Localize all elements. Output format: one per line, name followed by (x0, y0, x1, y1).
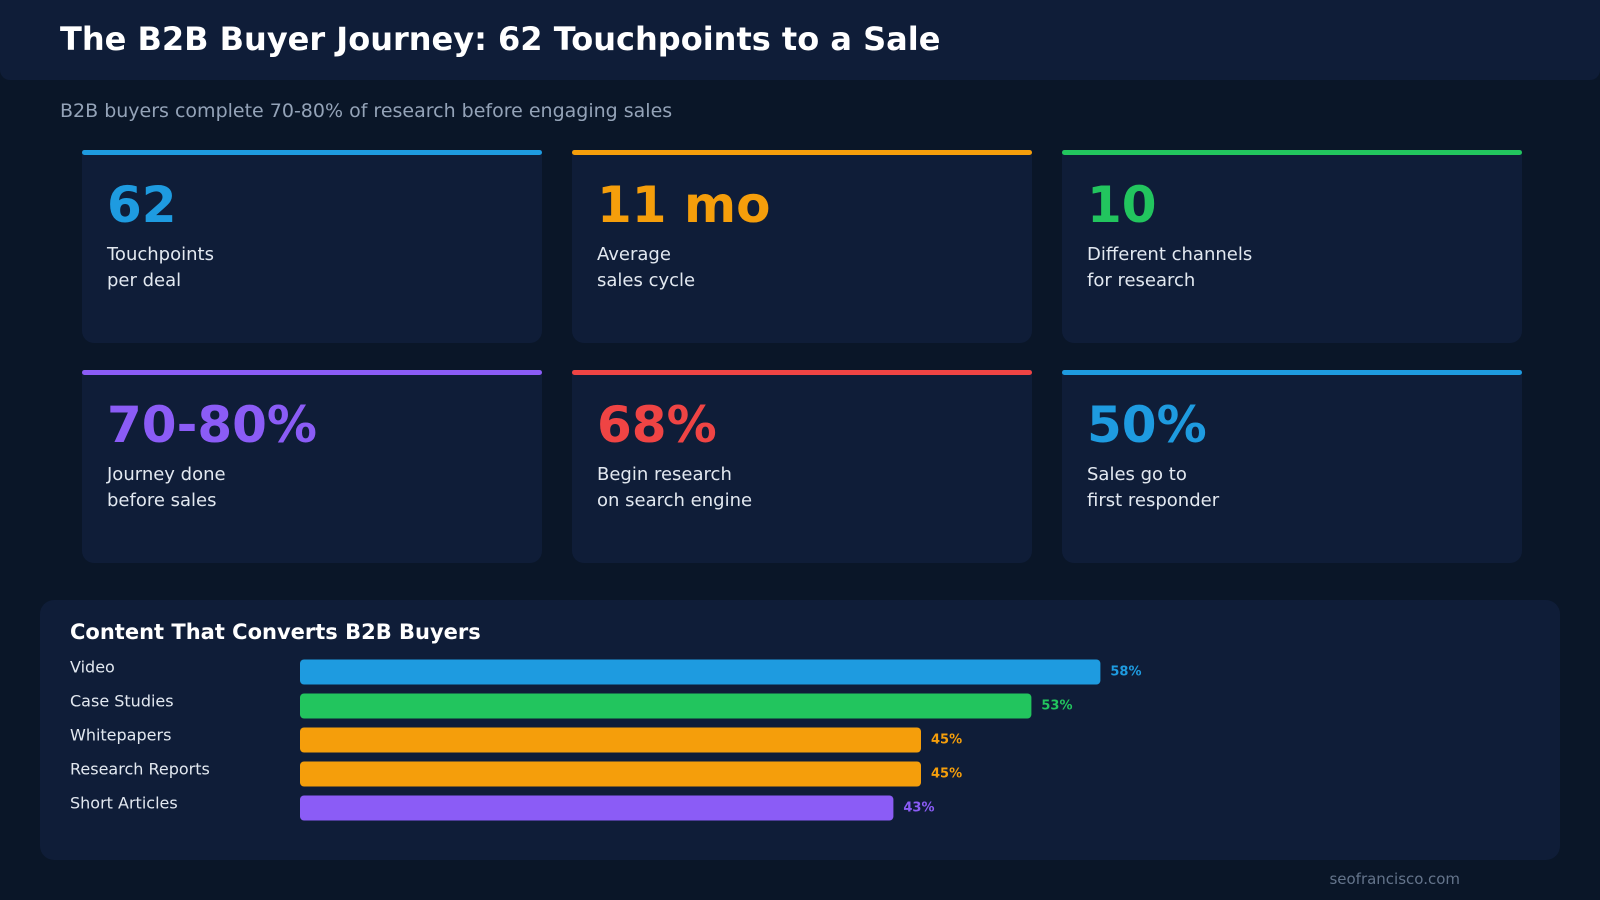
stat-label-line: sales cycle (597, 270, 696, 291)
stat-value: 68% (597, 396, 717, 454)
card-accent (1062, 370, 1522, 375)
stat-label-line: Different channels (1087, 244, 1253, 265)
stat-label-line: Touchpoints (107, 244, 214, 265)
bar (300, 727, 921, 753)
stat-value: 10 (1087, 176, 1157, 234)
chart-panel: Content That Converts B2B Buyers Video 58… (40, 600, 1560, 860)
chart: Content That Converts B2B Buyers Video 58… (70, 620, 1142, 821)
chart-title: Content That Converts B2B Buyers (70, 620, 481, 644)
stat-label: Begin research on search engine (597, 462, 752, 514)
stat-card: 11 mo Average sales cycle (572, 150, 1032, 343)
stat-label: Journey done before sales (107, 462, 226, 514)
stat-card: 68% Begin research on search engine (572, 370, 1032, 563)
stat-label: Touchpoints per deal (107, 242, 214, 294)
card-accent (1062, 150, 1522, 155)
bar (300, 761, 921, 787)
stat-label-line: Begin research (597, 464, 732, 485)
stat-label-line: Sales go to (1087, 464, 1187, 485)
page-title: The B2B Buyer Journey: 62 Touchpoints to… (60, 20, 941, 58)
source: seofrancisco.com (1329, 870, 1460, 888)
stat-card: 62 Touchpoints per deal (82, 150, 542, 343)
value-label: 58% (1110, 665, 1141, 680)
bar (300, 795, 894, 821)
stat-label: Different channels for research (1087, 242, 1252, 294)
category-label: Video (70, 658, 115, 677)
value-label: 43% (903, 801, 934, 816)
subtitle: B2B buyers complete 70-80% of research b… (60, 100, 673, 122)
category-label: Whitepapers (70, 726, 171, 745)
card-accent (572, 150, 1032, 155)
category-label: Research Reports (70, 760, 210, 779)
stat-card: 50% Sales go to first responder (1062, 370, 1522, 563)
stat-label-line: per deal (107, 270, 182, 291)
category-label: Short Articles (70, 794, 178, 813)
stat-value: 50% (1087, 396, 1207, 454)
category-label: Case Studies (70, 692, 174, 711)
stat-label: Average sales cycle (597, 242, 695, 294)
stat-label-line: before sales (107, 490, 217, 511)
stat-label-line: for research (1087, 270, 1196, 291)
stat-label-line: first responder (1087, 490, 1220, 511)
header: The B2B Buyer Journey: 62 Touchpoints to… (0, 0, 1600, 80)
stat-value: 11 mo (597, 176, 771, 234)
value-label: 53% (1041, 699, 1072, 714)
bar (300, 693, 1032, 719)
stat-label: Sales go to first responder (1087, 462, 1219, 514)
stat-value: 62 (107, 176, 177, 234)
stat-value: 70-80% (107, 396, 318, 454)
value-label: 45% (931, 733, 962, 748)
card-accent (82, 150, 542, 155)
stat-label-line: Average (597, 244, 671, 265)
card-accent (82, 370, 542, 375)
stat-card: 10 Different channels for research (1062, 150, 1522, 343)
stat-card: 70-80% Journey done before sales (82, 370, 542, 563)
stat-label-line: Journey done (107, 464, 226, 485)
value-label: 45% (931, 767, 962, 782)
stat-label-line: on search engine (597, 490, 753, 511)
bar (300, 659, 1101, 685)
card-accent (572, 370, 1032, 375)
